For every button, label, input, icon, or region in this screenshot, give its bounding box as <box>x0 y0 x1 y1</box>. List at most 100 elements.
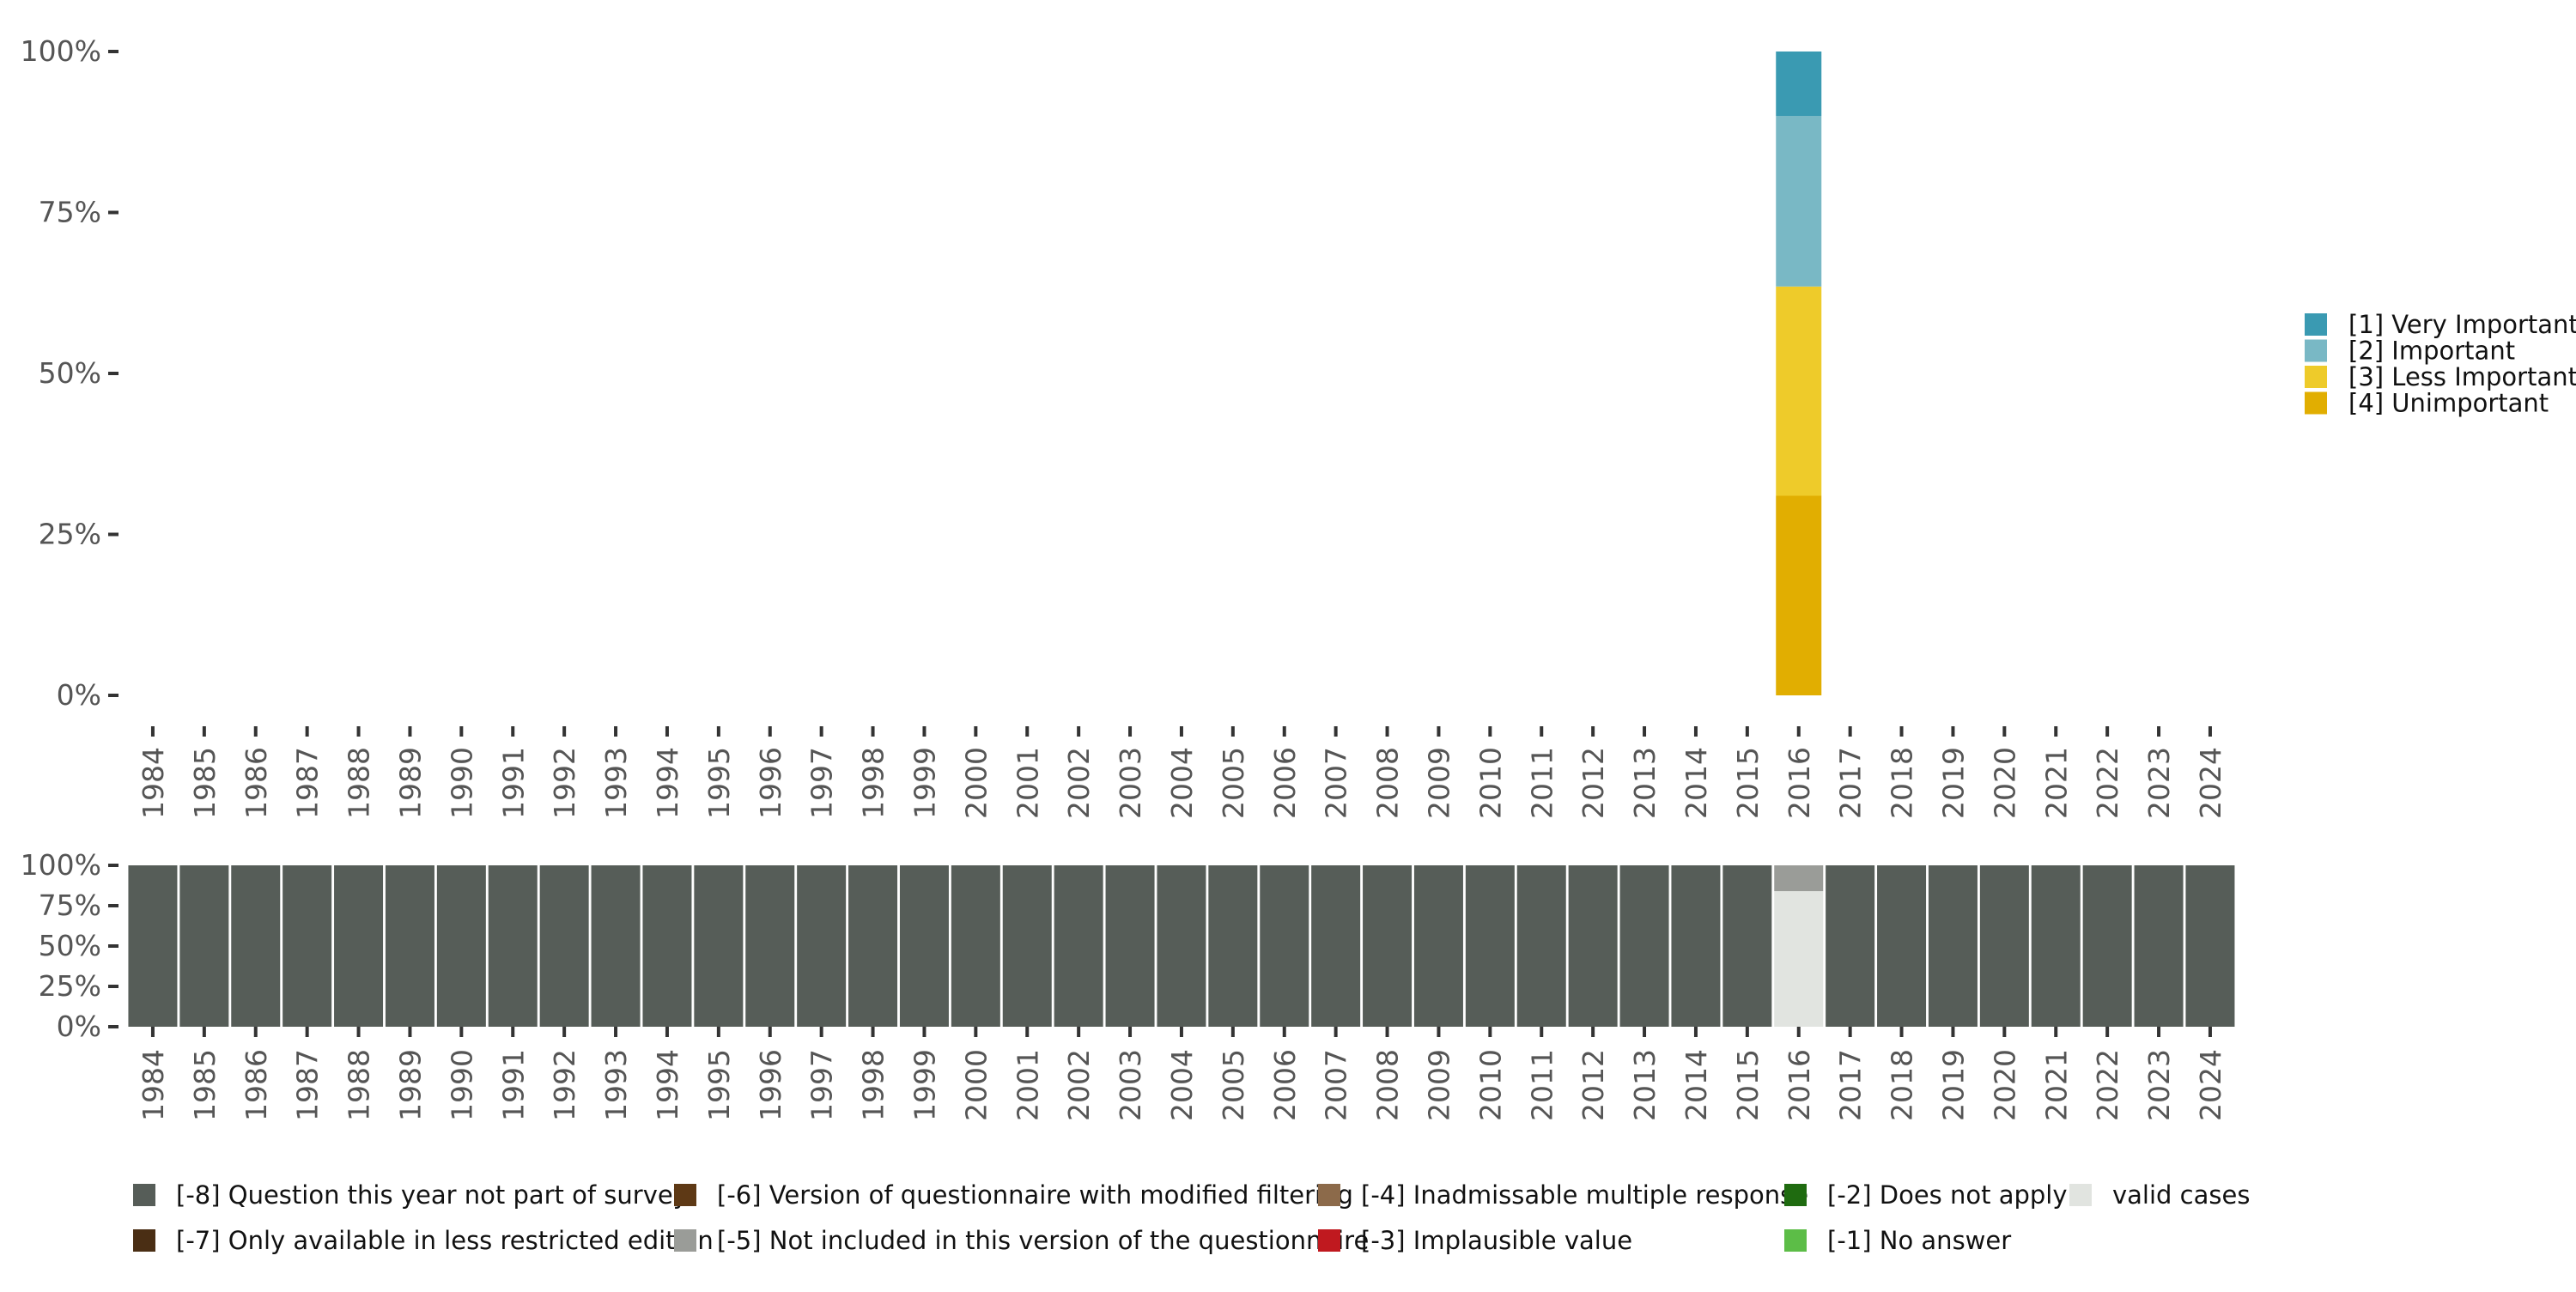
main-y-tick-label: 75% <box>39 196 101 229</box>
missing-bar-segment <box>2134 865 2184 1027</box>
main-x-tick-label: 1998 <box>857 747 890 819</box>
main-x-tick-label: 2006 <box>1268 747 1302 819</box>
main-x-tick-label: 1996 <box>754 747 787 819</box>
missing-bar-segment <box>1928 865 1978 1027</box>
main-x-tick-label: 1995 <box>702 747 736 819</box>
missing-x-tick-label: 1999 <box>908 1049 941 1121</box>
missing-bar-segment <box>745 865 795 1027</box>
main-legend: [1] Very Important[2] Important[3] Less … <box>2305 310 2576 418</box>
missing-y-tick-label: 100% <box>21 848 101 882</box>
missing-x-tick-label: 1987 <box>291 1049 325 1121</box>
main-y-tick-label: 100% <box>21 34 101 68</box>
missing-bar-segment <box>1877 865 1927 1027</box>
missing-x-tick-label: 2015 <box>1731 1049 1765 1121</box>
missing-x-tick-label: 2000 <box>959 1049 993 1121</box>
missing-x-tick-label: 2021 <box>2039 1049 2073 1121</box>
main-y-tick-label: 50% <box>39 356 101 390</box>
main-x-tick-label: 1989 <box>393 747 427 819</box>
missing-bar-segment <box>1157 865 1206 1027</box>
main-x-tick-label: 2010 <box>1473 747 1507 819</box>
missing-legend-swatch <box>1318 1184 1340 1206</box>
main-x-tick-label: 1990 <box>445 747 478 819</box>
main-x-tick-label: 2022 <box>2091 747 2124 819</box>
missing-bar-segment <box>1002 865 1052 1027</box>
missing-x-tick-label: 2016 <box>1783 1049 1816 1121</box>
main-x-tick-label: 2002 <box>1062 747 1096 819</box>
missing-x-tick-label: 1990 <box>445 1049 478 1121</box>
main-legend-label: [4] Unimportant <box>2348 389 2549 418</box>
main-x-tick-label: 1988 <box>343 747 376 819</box>
missing-x-tick-label: 2013 <box>1628 1049 1662 1121</box>
missing-bar-segment <box>334 865 384 1027</box>
missing-bar-segment <box>436 865 486 1027</box>
main-x-tick-label: 2015 <box>1731 747 1765 819</box>
missing-legend-label: [-1] No answer <box>1827 1226 2011 1255</box>
main-x-tick-label: 1987 <box>291 747 325 819</box>
missing-x-tick-label: 1988 <box>343 1049 376 1121</box>
missing-bar-segment <box>539 865 589 1027</box>
missing-x-tick-label: 2009 <box>1422 1049 1455 1121</box>
missing-bar-segment <box>1105 865 1155 1027</box>
main-x-tick-label: 2023 <box>2142 747 2176 819</box>
main-legend-label: [2] Important <box>2348 337 2515 366</box>
main-x-tick-label: 2018 <box>1886 747 1919 819</box>
missing-bar-segment <box>1054 865 1103 1027</box>
missing-bar-segment <box>1722 865 1772 1027</box>
missing-bar-segment <box>488 865 538 1027</box>
main-bar-segment <box>1776 116 1822 287</box>
main-x-tick-label: 2000 <box>959 747 993 819</box>
main-x-tick-label: 1991 <box>496 747 530 819</box>
missing-bar-segment <box>1413 865 1463 1027</box>
missing-x-tick-label: 1998 <box>857 1049 890 1121</box>
missing-x-tick-label: 2002 <box>1062 1049 1096 1121</box>
missing-x-tick-label: 2011 <box>1525 1049 1558 1121</box>
missing-legend-swatch <box>1318 1229 1340 1252</box>
main-legend-label: [3] Less Important <box>2348 362 2576 391</box>
main-bar-segment <box>1776 286 1822 496</box>
missing-legend-label: [-5] Not included in this version of the… <box>717 1226 1369 1255</box>
missing-x-tick-label: 2007 <box>1320 1049 1353 1121</box>
main-x-tick-label: 2005 <box>1217 747 1250 819</box>
missing-legend: [-8] Question this year not part of surv… <box>133 1180 2250 1255</box>
missing-bar-segment <box>1516 865 1566 1027</box>
missing-x-tick-label: 2024 <box>2194 1049 2227 1121</box>
missing-x-tick-label: 2010 <box>1473 1049 1507 1121</box>
missing-x-tick-label: 1996 <box>754 1049 787 1121</box>
missing-bar-segment <box>1774 891 1824 1027</box>
missing-x-tick-label: 2008 <box>1371 1049 1405 1121</box>
missing-x-tick-label: 1994 <box>651 1049 684 1121</box>
main-x-tick-label: 2013 <box>1628 747 1662 819</box>
main-x-tick-label: 1992 <box>548 747 581 819</box>
main-legend-swatch <box>2305 366 2327 388</box>
missing-x-tick-label: 2006 <box>1268 1049 1302 1121</box>
main-x-tick-label: 1985 <box>188 747 222 819</box>
missing-x-tick-label: 2004 <box>1165 1049 1199 1121</box>
missing-legend-swatch <box>133 1184 155 1206</box>
missing-legend-label: [-2] Does not apply <box>1827 1180 2068 1210</box>
missing-bar-segment <box>694 865 744 1027</box>
missing-bar-segment <box>179 865 229 1027</box>
missing-bar-segment <box>2185 865 2235 1027</box>
missing-x-tick-label: 2017 <box>1834 1049 1868 1121</box>
missing-x-tick-label: 1997 <box>805 1049 839 1121</box>
missing-legend-swatch <box>2069 1184 2092 1206</box>
main-x-tick-label: 2003 <box>1114 747 1147 819</box>
main-legend-swatch <box>2305 339 2327 362</box>
missing-legend-label: valid cases <box>2112 1180 2250 1210</box>
missing-bar-segment <box>1465 865 1515 1027</box>
missing-x-tick-label: 1986 <box>240 1049 273 1121</box>
missing-y-tick-label: 50% <box>39 929 101 962</box>
missing-bar-segment <box>1363 865 1413 1027</box>
main-x-tick-label: 1986 <box>240 747 273 819</box>
main-x-tick-label: 1984 <box>137 747 170 819</box>
missing-bar-segment <box>231 865 281 1027</box>
missing-bar-segment <box>848 865 898 1027</box>
missing-x-tick-label: 2018 <box>1886 1049 1919 1121</box>
main-x-tick-label: 2019 <box>1936 747 1970 819</box>
missing-legend-swatch <box>133 1229 155 1252</box>
missing-x-tick-label: 2012 <box>1577 1049 1610 1121</box>
missing-bar-segment <box>385 865 434 1027</box>
main-x-tick-label: 2016 <box>1783 747 1816 819</box>
missing-x-tick-label: 2005 <box>1217 1049 1250 1121</box>
